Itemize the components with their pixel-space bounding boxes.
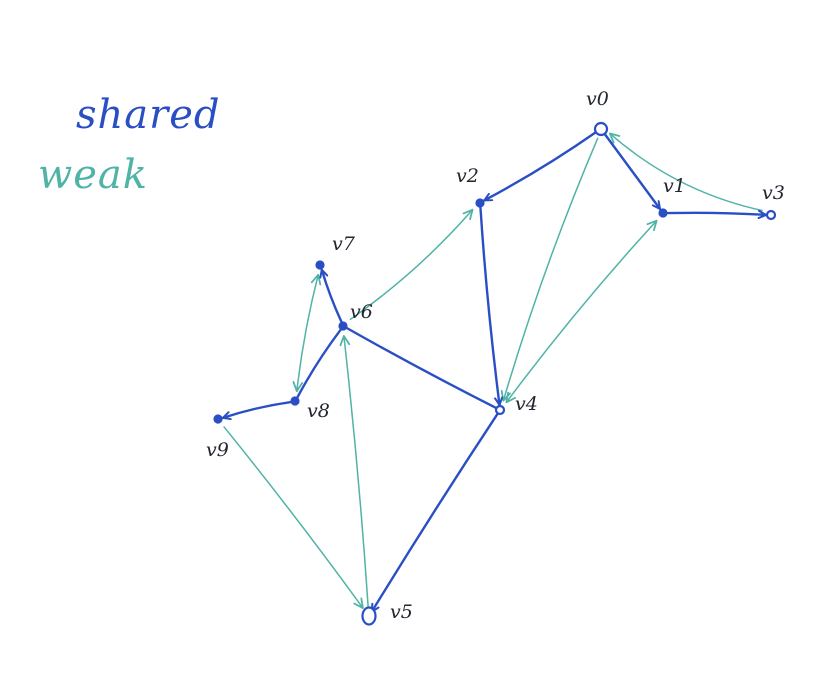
weak-edges [223, 132, 763, 609]
node-v1 [658, 208, 668, 218]
node-label-v8: v8 [307, 400, 330, 422]
node-labels: v0 v1 v2 v3 v4 v5 v6 v7 v8 v9 [206, 88, 785, 623]
node-v3 [765, 209, 777, 221]
node-label-v3: v3 [762, 182, 785, 204]
node-label-v7: v7 [332, 233, 356, 255]
edge-weak-v0-v4 [500, 137, 599, 402]
edge-weak-v3-v0 [609, 132, 763, 212]
edge-weak-v9-v5 [223, 426, 364, 609]
legend-shared: shared [76, 92, 221, 138]
edge-shared-v6-v7 [322, 268, 343, 323]
edge-shared-v4-v5 [370, 413, 499, 613]
edge-weak-v7-v8 [292, 273, 322, 393]
node-label-v2: v2 [456, 165, 479, 187]
edge-shared-v6-v4 [346, 327, 497, 409]
node-v6 [338, 321, 348, 331]
node-label-v9: v9 [206, 439, 229, 461]
edge-shared-v8-v9 [221, 400, 292, 418]
node-label-v1: v1 [663, 175, 686, 197]
node-v0 [593, 121, 609, 137]
edge-shared-v2-v4 [479, 206, 499, 407]
edge-shared-v0-v2 [483, 130, 598, 202]
node-v8 [290, 396, 300, 406]
edge-weak-v6-v2 [349, 208, 474, 321]
edge-shared-v1-v3 [666, 213, 768, 215]
node-v5 [361, 606, 377, 626]
edge-weak-v5-v6 [339, 335, 369, 607]
node-v7 [315, 260, 325, 270]
nodes [213, 121, 777, 626]
legend-weak: weak [38, 152, 148, 198]
shared-edges [221, 130, 768, 613]
node-v9 [213, 414, 223, 424]
node-label-v6: v6 [350, 301, 373, 323]
legend: shared weak [38, 92, 221, 198]
edge-shared-v0-v1 [602, 131, 662, 211]
node-label-v5: v5 [390, 601, 413, 623]
node-v2 [475, 198, 485, 208]
edge-weak-v4-v1 [505, 219, 658, 404]
node-label-v4: v4 [515, 393, 538, 415]
edge-shared-v6-v8 [296, 329, 342, 398]
node-label-v0: v0 [586, 88, 609, 110]
node-v4 [494, 404, 506, 416]
